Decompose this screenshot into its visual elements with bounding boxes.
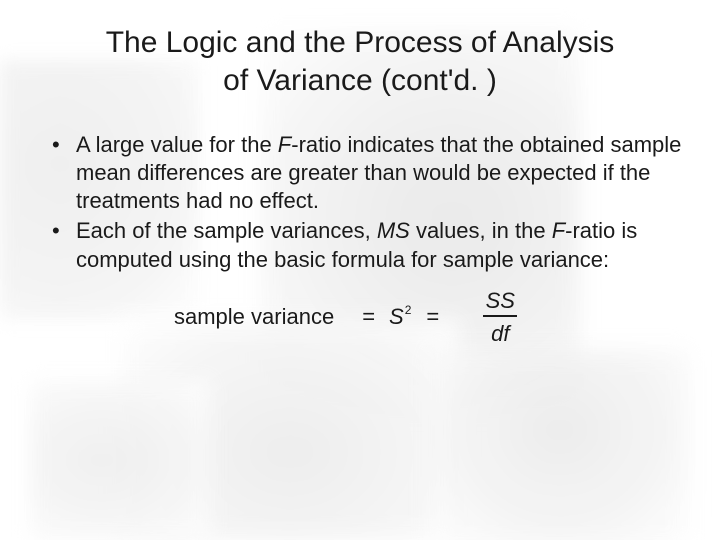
- bullet-2-text-mid: values, in the: [410, 218, 552, 243]
- formula-s-squared: S2: [389, 304, 412, 330]
- title-line-1: The Logic and the Process of Analysis: [106, 26, 615, 59]
- bullet-2-text-pre: Each of the sample variances,: [76, 218, 377, 243]
- formula-lhs: sample variance: [174, 304, 334, 330]
- bullet-2-f-italic: F: [552, 218, 565, 243]
- formula-fraction: SS df: [483, 288, 517, 347]
- formula-s-exponent: 2: [405, 303, 412, 317]
- slide-title: The Logic and the Process of Analysis of…: [34, 24, 686, 99]
- formula-denominator: df: [489, 317, 511, 346]
- bullet-list: A large value for the F-ratio indicates …: [34, 131, 686, 274]
- bullet-2: Each of the sample variances, MS values,…: [46, 217, 686, 273]
- formula-s-letter: S: [389, 304, 404, 329]
- bullet-1-text-pre: A large value for the: [76, 132, 278, 157]
- formula-eq-2: =: [426, 304, 439, 330]
- title-line-2: of Variance (cont'd. ): [223, 64, 497, 97]
- bullet-1: A large value for the F-ratio indicates …: [46, 131, 686, 215]
- bullet-2-ms-italic: MS: [377, 218, 410, 243]
- formula-eq-1: =: [362, 304, 375, 330]
- bullet-1-f-italic: F: [278, 132, 291, 157]
- slide: The Logic and the Process of Analysis of…: [0, 0, 720, 540]
- formula: sample variance = S2 = SS df: [34, 288, 686, 347]
- formula-numerator: SS: [484, 288, 517, 315]
